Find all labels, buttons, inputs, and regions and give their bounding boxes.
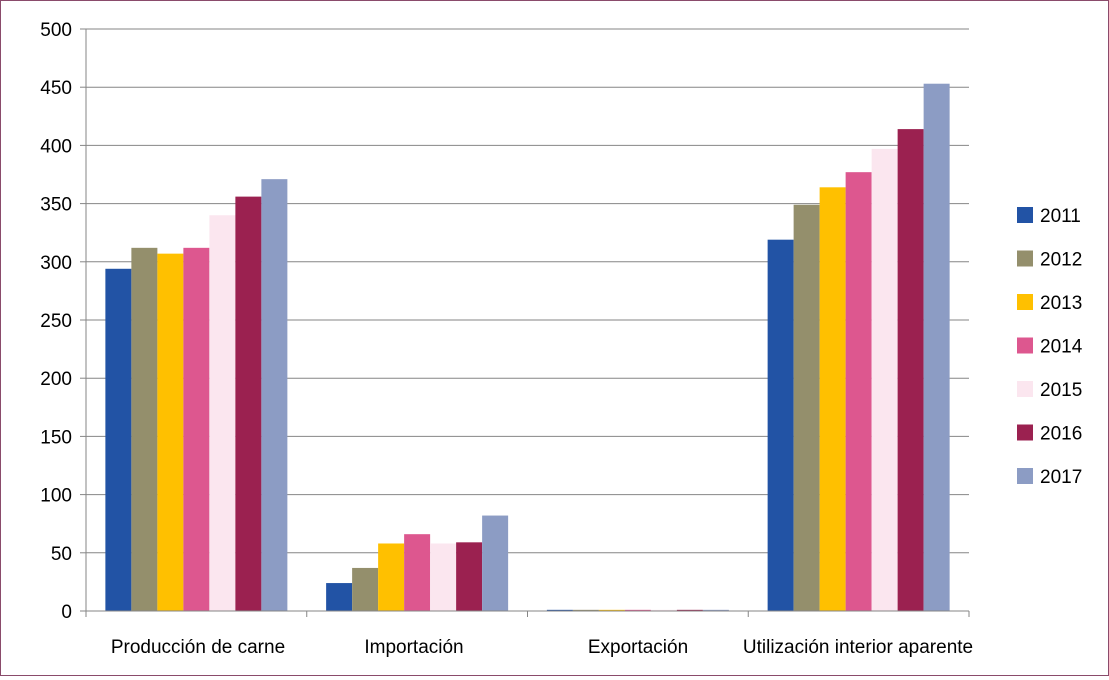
- bar-2011-2: [546, 609, 573, 611]
- legend-swatch-2017: [1017, 468, 1033, 484]
- legend-label-2014: 2014: [1040, 337, 1083, 358]
- bar-2012-0: [131, 247, 158, 611]
- bar-2016-1: [456, 542, 483, 611]
- bar-2017-1: [482, 515, 509, 611]
- x-tick-label: Producción de carne: [111, 637, 285, 658]
- legend: 2011 2012 2013 2014 2015 2016 2017: [1017, 206, 1083, 488]
- legend-swatch-2013: [1017, 294, 1033, 310]
- axes: [80, 28, 970, 617]
- bar-2011-1: [326, 583, 353, 611]
- bar-2016-3: [897, 129, 924, 611]
- bar-2017-3: [923, 83, 950, 611]
- bar-2011-3: [767, 239, 794, 611]
- x-tick-label: Importación: [364, 637, 463, 658]
- bar-2015-0: [209, 215, 236, 612]
- legend-label-2012: 2012: [1040, 250, 1082, 271]
- legend-swatch-2011: [1017, 207, 1033, 223]
- legend-swatch-2015: [1017, 381, 1033, 397]
- legend-swatch-2016: [1017, 424, 1033, 441]
- bar-2011-0: [105, 268, 132, 611]
- x-tick-label: Utilización interior aparente: [743, 637, 973, 658]
- y-tick-label: 0: [61, 602, 72, 623]
- bar-2013-1: [378, 543, 405, 611]
- legend-label-2013: 2013: [1040, 293, 1082, 314]
- bar-2014-0: [183, 247, 210, 611]
- bar-2017-2: [702, 609, 729, 611]
- y-tick-label: 400: [40, 136, 72, 157]
- bar-2015-2: [650, 609, 677, 611]
- legend-swatch-2012: [1017, 250, 1033, 267]
- y-tick-labels: 0 50 100 150 200 250 300 350 400 450 500: [40, 20, 72, 623]
- y-tick-label: 100: [40, 486, 72, 507]
- bar-2012-1: [352, 567, 379, 611]
- y-tick-label: 350: [40, 195, 72, 216]
- legend-label-2017: 2017: [1040, 467, 1082, 488]
- bar-2013-3: [819, 187, 846, 611]
- bar-2014-1: [404, 534, 431, 611]
- bar-2015-3: [871, 148, 898, 611]
- bar-2012-2: [572, 609, 599, 611]
- bar-2014-3: [845, 172, 872, 611]
- legend-label-2015: 2015: [1040, 380, 1082, 401]
- bar-2015-1: [430, 543, 457, 611]
- y-tick-label: 50: [51, 544, 72, 565]
- y-tick-label: 300: [40, 253, 72, 274]
- y-tick-label: 200: [40, 369, 72, 390]
- bar-2017-0: [261, 179, 288, 611]
- bar-2016-2: [676, 609, 703, 611]
- legend-label-2016: 2016: [1040, 424, 1082, 445]
- y-tick-label: 500: [40, 20, 72, 41]
- x-tick-label: Exportación: [588, 637, 688, 658]
- bar-2014-2: [624, 609, 651, 611]
- legend-swatch-2014: [1017, 337, 1033, 354]
- x-tick-labels: Producción de carne Importación Exportació…: [111, 637, 973, 658]
- y-tick-label: 150: [40, 427, 72, 448]
- bar-2016-0: [235, 196, 262, 611]
- y-tick-label: 250: [40, 311, 72, 332]
- bar-2013-0: [157, 253, 184, 612]
- legend-label-2011: 2011: [1040, 206, 1081, 227]
- y-tick-label: 450: [40, 78, 72, 99]
- bar-2013-2: [598, 609, 625, 611]
- bars: [105, 83, 950, 612]
- bar-2012-3: [793, 204, 820, 611]
